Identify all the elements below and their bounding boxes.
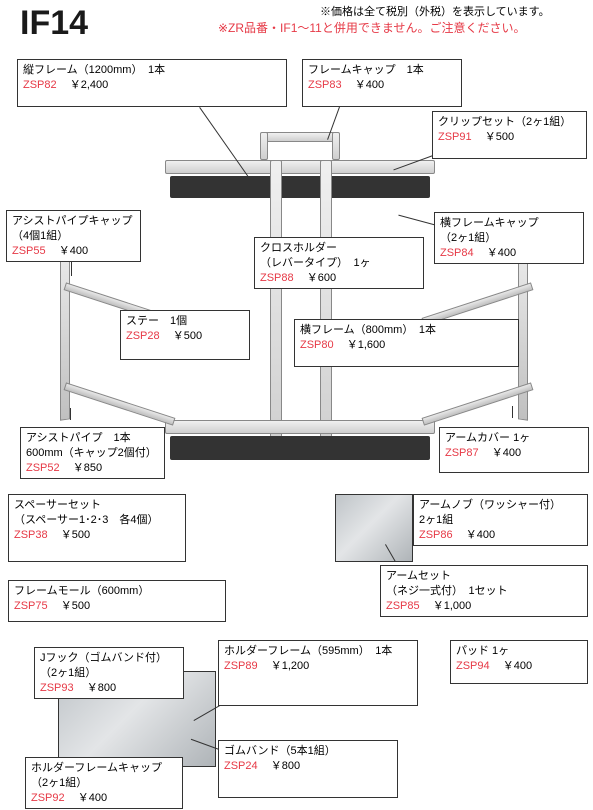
part-code: ZSP89 — [224, 659, 258, 674]
part-title2: （ネジ一式付） 1セット — [386, 584, 582, 599]
part-code: ZSP86 — [419, 528, 453, 543]
part-title2: （4個1組） — [12, 229, 135, 244]
part-title: クリップセット（2ヶ1組） — [438, 115, 581, 130]
compat-warning: ※ZR品番・IF1～11と併用できません。ご注意ください。 — [218, 19, 526, 36]
part-price: ￥400 — [487, 246, 516, 261]
part-title: アームノブ（ワッシャー付） — [419, 498, 582, 513]
part-price: ￥850 — [73, 461, 102, 476]
part-price: ￥500 — [61, 528, 90, 543]
part-title: パッド 1ヶ — [456, 644, 582, 659]
part-title: 横フレーム（800mm） 1本 — [300, 323, 513, 338]
part-price: ￥800 — [87, 681, 116, 696]
lead-zsp52 — [70, 408, 71, 420]
part-title: 縦フレーム（1200mm） 1本 — [23, 63, 281, 78]
arm-photo — [335, 494, 413, 562]
part-price: ￥500 — [485, 130, 514, 145]
part-title: スペーサーセット — [14, 498, 180, 513]
part-code: ZSP82 — [23, 78, 57, 93]
part-title: フレームモール（600mm） — [14, 584, 220, 599]
part-title: ステー 1個 — [126, 314, 244, 329]
arm-right-h2 — [422, 382, 534, 425]
part-title: クロスホルダー — [260, 241, 418, 256]
part-box-zsp87: アームカバー 1ヶ ZSP87 ￥400 — [439, 427, 589, 473]
part-box-zsp88: クロスホルダー （レバータイプ） 1ヶ ZSP88 ￥600 — [254, 237, 424, 289]
part-box-zsp52: アシストパイプ 1本 600mm（キャップ2個付） ZSP52 ￥850 — [20, 427, 165, 479]
tax-note: ※価格は全て税別（外税）を表示しています。 — [320, 3, 550, 19]
part-box-zsp24: ゴムバンド（5本1組） ZSP24 ￥800 — [218, 740, 398, 798]
part-code: ZSP88 — [260, 271, 294, 286]
part-title: Jフック（ゴムバンド付） — [40, 651, 178, 666]
part-code: ZSP28 — [126, 329, 160, 344]
part-code: ZSP52 — [26, 461, 60, 476]
part-code: ZSP93 — [40, 681, 74, 696]
part-box-zsp38: スペーサーセット （スペーサー1･2･3 各4個） ZSP38 ￥500 — [8, 494, 186, 562]
part-box-zsp55: アシストパイプキャップ （4個1組） ZSP55 ￥400 — [6, 210, 141, 262]
part-title2: 600mm（キャップ2個付） — [26, 446, 159, 461]
part-code: ZSP83 — [308, 78, 342, 93]
part-box-zsp94: パッド 1ヶ ZSP94 ￥400 — [450, 640, 588, 684]
part-box-zsp93: Jフック（ゴムバンド付） （2ヶ1組） ZSP93 ￥800 — [34, 647, 184, 699]
part-title2: （2ヶ1組） — [440, 231, 578, 246]
part-code: ZSP24 — [224, 759, 258, 774]
part-code: ZSP38 — [14, 528, 48, 543]
part-box-zsp83: フレームキャップ 1本 ZSP83 ￥400 — [302, 59, 462, 107]
part-code: ZSP85 — [386, 599, 420, 614]
part-price: ￥500 — [173, 329, 202, 344]
part-price: ￥1,000 — [433, 599, 472, 614]
part-price: ￥400 — [466, 528, 495, 543]
part-box-zsp28: ステー 1個 ZSP28 ￥500 — [120, 310, 250, 360]
part-title: アシストパイプ 1本 — [26, 431, 159, 446]
part-box-zsp91: クリップセット（2ヶ1組） ZSP91 ￥500 — [432, 111, 587, 159]
part-box-zsp92: ホルダーフレームキャップ （2ヶ1組） ZSP92 ￥400 — [25, 757, 183, 809]
part-code: ZSP55 — [12, 244, 46, 259]
part-title: 横フレームキャップ — [440, 216, 578, 231]
part-code: ZSP75 — [14, 599, 48, 614]
arm-left-h2 — [64, 382, 176, 425]
part-price: ￥500 — [61, 599, 90, 614]
part-title: ホルダーフレームキャップ — [31, 761, 177, 776]
part-title2: （スペーサー1･2･3 各4個） — [14, 513, 180, 528]
part-title2: （2ヶ1組） — [40, 666, 178, 681]
part-price: ￥400 — [78, 791, 107, 806]
part-box-zsp84: 横フレームキャップ （2ヶ1組） ZSP84 ￥400 — [434, 212, 584, 264]
part-price: ￥400 — [492, 446, 521, 461]
part-title: アシストパイプキャップ — [12, 214, 135, 229]
model-code: IF14 — [20, 4, 88, 43]
part-box-zsp89: ホルダーフレーム（595mm） 1本 ZSP89 ￥1,200 — [218, 640, 418, 706]
part-price: ￥1,600 — [347, 338, 386, 353]
part-price: ￥400 — [503, 659, 532, 674]
part-price: ￥400 — [59, 244, 88, 259]
part-price: ￥400 — [355, 78, 384, 93]
part-code: ZSP84 — [440, 246, 474, 261]
part-price: ￥800 — [271, 759, 300, 774]
part-price: ￥2,400 — [70, 78, 109, 93]
part-box-zsp82: 縦フレーム（1200mm） 1本 ZSP82 ￥2,400 — [17, 59, 287, 107]
part-title2: （2ヶ1組） — [31, 776, 177, 791]
part-code: ZSP80 — [300, 338, 334, 353]
part-box-zsp85: アームセット （ネジ一式付） 1セット ZSP85 ￥1,000 — [380, 565, 588, 617]
part-title: アームセット — [386, 569, 582, 584]
part-title: ホルダーフレーム（595mm） 1本 — [224, 644, 412, 659]
part-box-zsp80: 横フレーム（800mm） 1本 ZSP80 ￥1,600 — [294, 319, 519, 367]
part-title2: 2ヶ1組 — [419, 513, 582, 528]
part-box-zsp75: フレームモール（600mm） ZSP75 ￥500 — [8, 580, 226, 622]
lead-zsp87 — [512, 406, 513, 418]
part-title: ゴムバンド（5本1組） — [224, 744, 392, 759]
part-code: ZSP91 — [438, 130, 472, 145]
part-title2: （レバータイプ） 1ヶ — [260, 256, 418, 271]
part-code: ZSP92 — [31, 791, 65, 806]
part-code: ZSP94 — [456, 659, 490, 674]
part-box-zsp86: アームノブ（ワッシャー付） 2ヶ1組 ZSP86 ￥400 — [413, 494, 588, 546]
part-price: ￥600 — [307, 271, 336, 286]
part-code: ZSP87 — [445, 446, 479, 461]
part-title: アームカバー 1ヶ — [445, 431, 583, 446]
part-title: フレームキャップ 1本 — [308, 63, 456, 78]
part-price: ￥1,200 — [271, 659, 310, 674]
